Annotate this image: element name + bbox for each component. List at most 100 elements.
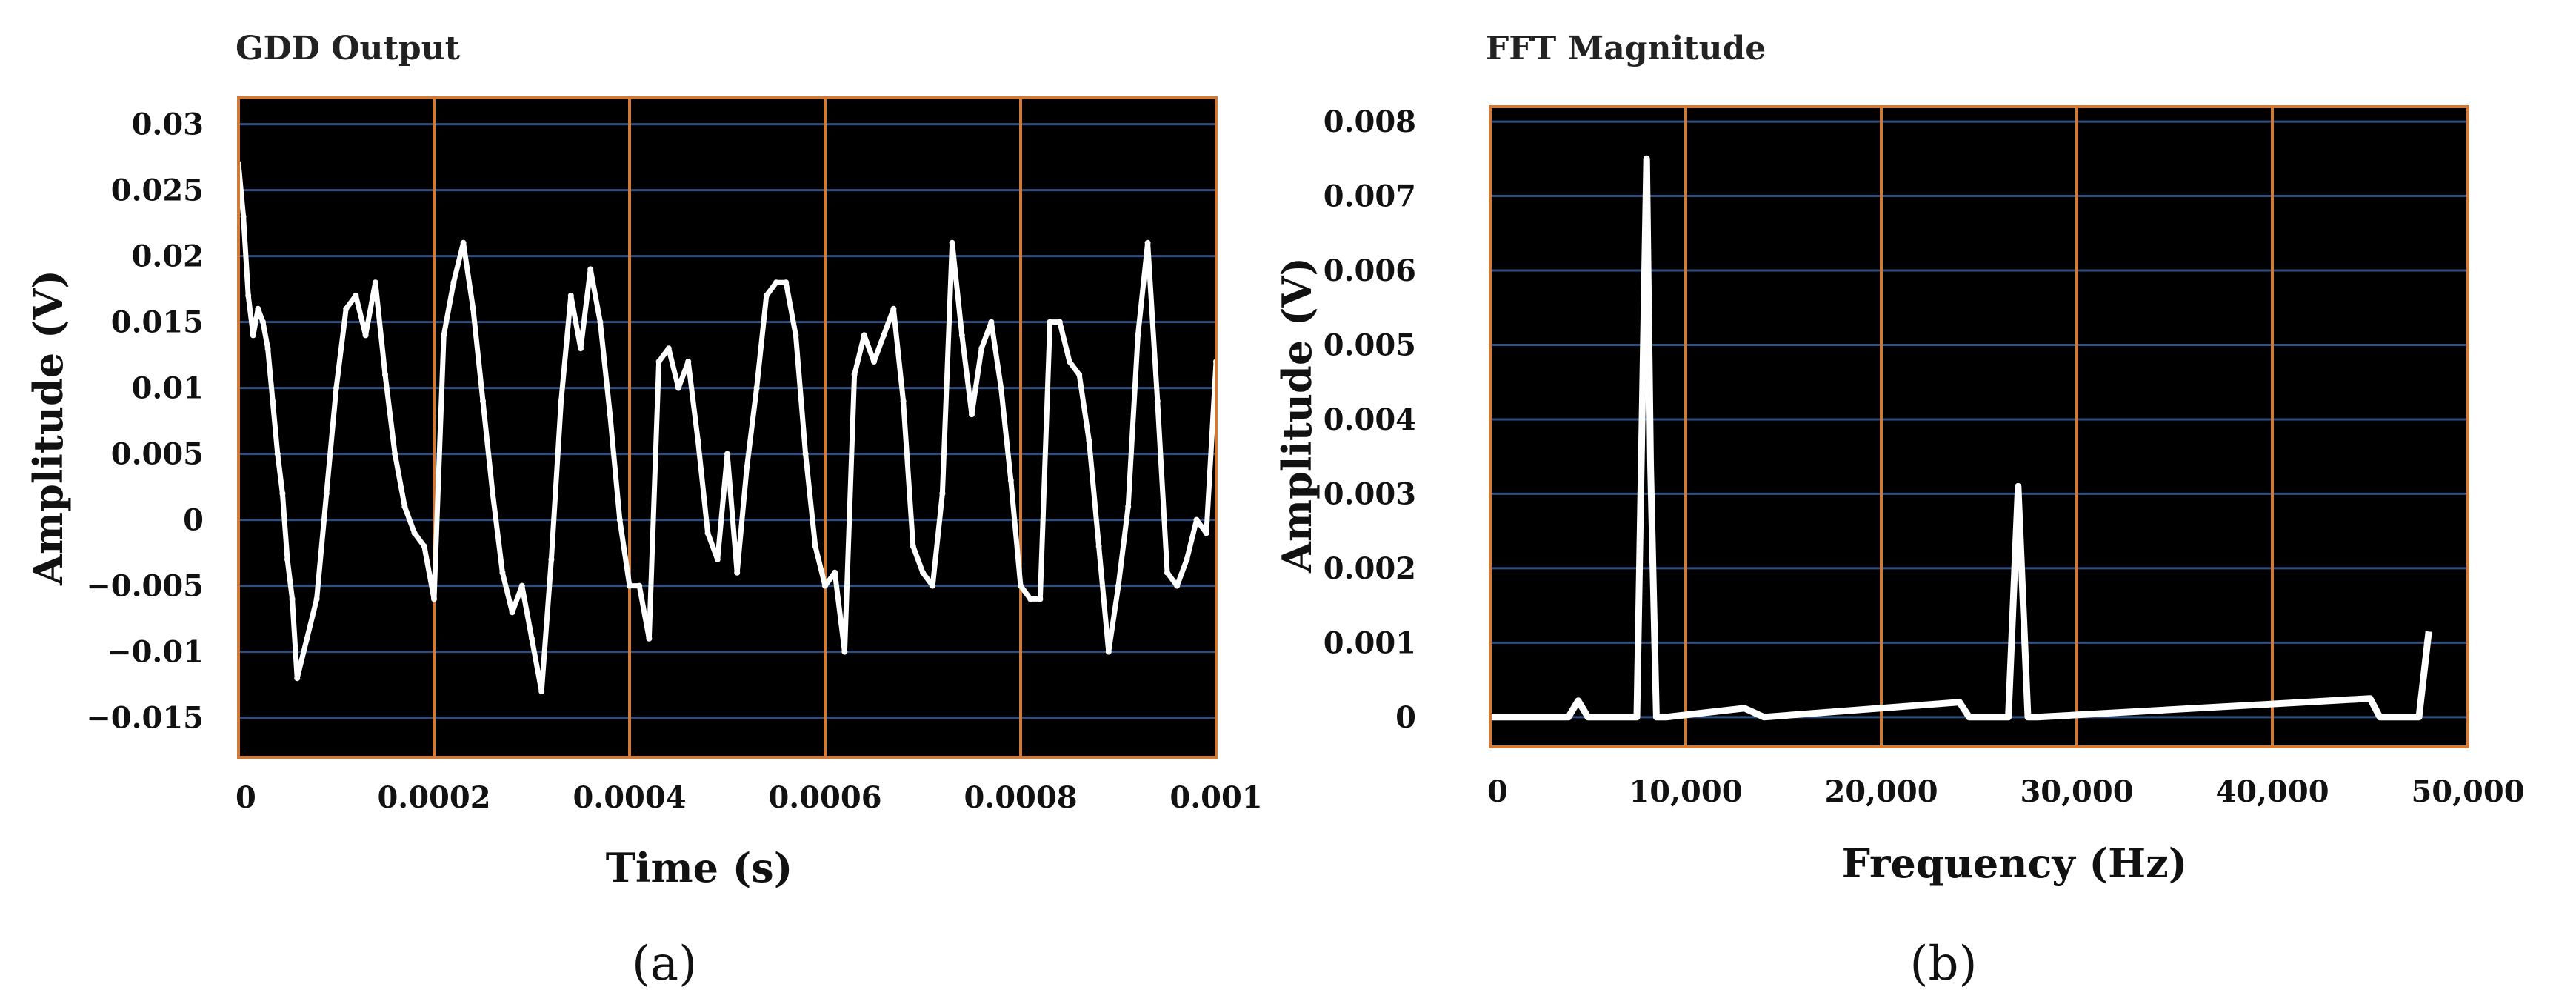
data-point [939,491,946,496]
panel-caption: (b) [1910,937,1978,991]
chart-title: GDD Output [236,30,461,67]
data-point [240,213,247,220]
x-tick-label: 50,000 [2411,774,2524,809]
plot-frame [237,96,1218,759]
data-point [1105,648,1112,655]
data-point [323,491,330,496]
data-point [1067,359,1072,365]
data-point [812,543,818,550]
chart-panel-b: FFT Magnitude 0.0080.0070.0060.0050.0040… [1273,30,2525,991]
data-point [587,266,594,273]
data-point [245,293,252,299]
y-tick-label: 0.007 [1324,179,1416,214]
data-point [627,582,633,589]
data-point [529,635,535,642]
y-tick-label: 0 [183,503,204,538]
data-point [421,543,427,550]
data-point [548,556,555,562]
data-point [578,345,584,352]
data-point [518,582,525,589]
data-point [998,385,1004,391]
data-point [1135,332,1141,339]
data-point [704,530,711,536]
y-tick-labels: 0.03 0.025 0.02 0.015 0.01 0.005 0 −0.005 −0.01 −… [86,107,204,736]
x-tick-label: 30,000 [2020,774,2133,809]
chart-panel-a: GDD Output 0.03 0.025 0.02 0.015 0.01 0.005 0 −… [24,30,1263,991]
data-point [969,411,975,418]
data-point [362,332,369,339]
data-point [264,345,271,352]
x-tick-labels: 0 0.0002 0.0004 0.0006 0.0008 0.001 [236,780,1263,815]
data-point [294,675,301,682]
series-line [1490,155,2432,721]
data-point [793,332,799,339]
data-point [1184,556,1190,562]
data-point [714,556,721,562]
data-point [1018,582,1024,589]
x-tick-label: 0 [1487,774,1508,809]
data-point [734,569,741,576]
data-point [392,451,398,457]
data-point [567,293,574,299]
data-point [255,305,261,312]
data-point [1056,319,1063,325]
data-point [900,398,907,405]
data-point [411,530,418,536]
data-point [646,635,653,642]
data-point [538,688,545,694]
data-point [1144,239,1151,246]
data-point [832,569,838,576]
x-tick-label: 10,000 [1629,774,1742,809]
data-point [490,491,496,496]
data-point [724,451,730,457]
x-tick-label: 0.0008 [964,780,1077,815]
data-point [822,582,828,589]
y-tick-label: −0.01 [107,635,204,670]
data-point [988,319,995,325]
data-point [1203,530,1209,536]
data-point [675,385,681,391]
y-tick-label: 0.006 [1324,253,1416,288]
data-point [958,332,965,339]
data-point [783,279,790,286]
data-point [763,293,770,299]
y-tick-label: 0 [1395,700,1416,735]
data-point [353,293,359,299]
data-point [1164,569,1170,576]
data-point [597,319,604,325]
data-series [1490,155,2432,721]
y-tick-label: 0.004 [1324,402,1416,437]
plot-frame [1489,105,2469,748]
data-point [665,345,672,352]
x-tick-label: 0 [236,780,256,815]
data-point [920,569,926,576]
x-axis-label: Time (s) [606,844,793,891]
data-point [401,503,408,510]
y-tick-label: 0.003 [1324,476,1416,511]
data-point [279,491,286,496]
y-tick-label: 0.005 [1324,328,1416,362]
y-tick-label: 0.005 [111,437,204,472]
data-point [655,359,662,365]
y-tick-labels: 0.008 0.007 0.006 0.005 0.004 0.003 0.002 0.001… [1324,104,1416,735]
data-point [871,359,877,365]
y-tick-label: 0.02 [132,239,204,274]
y-tick-label: 0.03 [132,107,204,142]
data-point [382,371,388,378]
data-point [890,305,897,312]
data-point [260,319,266,325]
data-point [744,464,750,471]
data-point [460,239,467,246]
y-tick-label: 0.001 [1324,625,1416,660]
data-point [910,543,916,550]
data-point [685,359,692,365]
data-point [313,596,320,602]
data-point [1007,477,1014,484]
data-point [1115,582,1121,589]
data-point [441,332,447,339]
data-series [236,161,1219,694]
data-point [372,279,378,286]
data-point [616,516,623,523]
data-point [802,451,809,457]
